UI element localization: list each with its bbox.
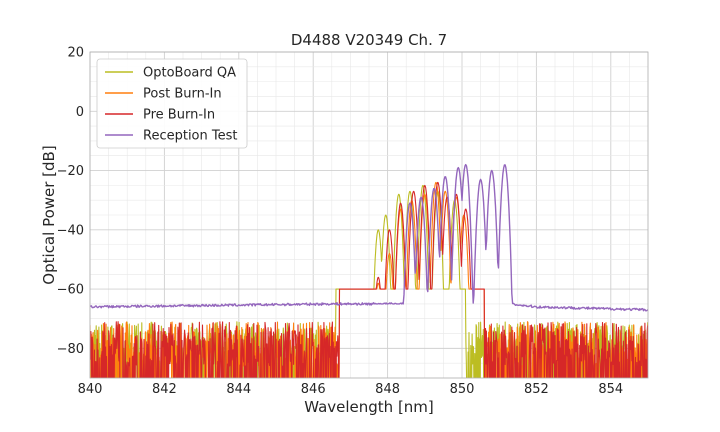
plot-frame (89, 51, 649, 379)
x-tick-label: 850 (450, 382, 475, 397)
y-axis-label: Optical Power [dB] (40, 145, 58, 284)
x-tick-label: 840 (78, 382, 103, 397)
x-tick-label: 854 (598, 382, 623, 397)
legend-label: Post Burn-In (143, 87, 222, 102)
y-tick-labels: 20 0 −20 −40 −60 −80 (57, 46, 84, 357)
legend-label: Pre Burn-In (143, 108, 215, 123)
y-tick-label: 20 (67, 46, 84, 61)
y-tick-label: −20 (57, 164, 84, 179)
chart-title: D4488 V20349 Ch. 7 (291, 31, 447, 49)
legend-box (96, 58, 248, 149)
series-layer (90, 163, 648, 378)
legend: OptoBoard QA Post Burn-In Pre Burn-In Recep… (96, 58, 248, 149)
x-tick-labels: 840 842 844 846 848 850 852 854 (78, 382, 624, 397)
x-tick-label: 842 (152, 382, 177, 397)
y-tick-label: −40 (57, 223, 84, 238)
y-tick-label: 0 (76, 105, 84, 120)
x-tick-label: 844 (226, 382, 251, 397)
x-tick-label: 848 (375, 382, 400, 397)
legend-label: OptoBoard QA (143, 66, 236, 81)
x-tick-label: 846 (301, 382, 326, 397)
x-tick-label: 852 (524, 382, 549, 397)
series-line (90, 181, 648, 378)
y-tick-label: −80 (57, 342, 84, 357)
legend-label: Reception Test (143, 129, 237, 144)
y-tick-label: −60 (57, 283, 84, 298)
series-line (90, 163, 648, 312)
x-axis-label: Wavelength [nm] (304, 398, 434, 416)
